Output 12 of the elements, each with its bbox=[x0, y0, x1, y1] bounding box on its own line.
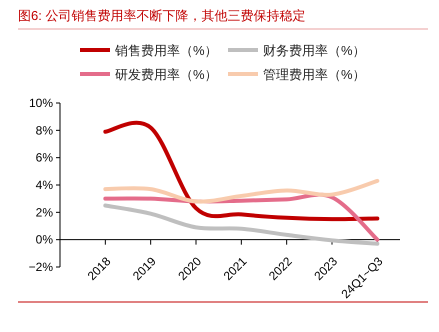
legend-label: 财务费用率（%） bbox=[263, 43, 366, 58]
y-tick-label: 8% bbox=[36, 123, 54, 138]
title: 图6: 公司销售费用率不断下降，其他三费保持稳定 bbox=[18, 8, 306, 23]
y-tick-label: 0% bbox=[36, 232, 54, 247]
legend-label: 研发费用率（%） bbox=[115, 67, 218, 82]
y-tick-label: −2% bbox=[28, 260, 54, 274]
y-tick-label: 6% bbox=[36, 150, 54, 165]
legend-label: 管理费用率（%） bbox=[263, 67, 366, 82]
y-tick-label: 10% bbox=[28, 96, 54, 110]
y-tick-label: 4% bbox=[36, 178, 54, 192]
legend-label: 销售费用率（%） bbox=[114, 43, 218, 58]
y-tick-label: 2% bbox=[36, 205, 54, 220]
